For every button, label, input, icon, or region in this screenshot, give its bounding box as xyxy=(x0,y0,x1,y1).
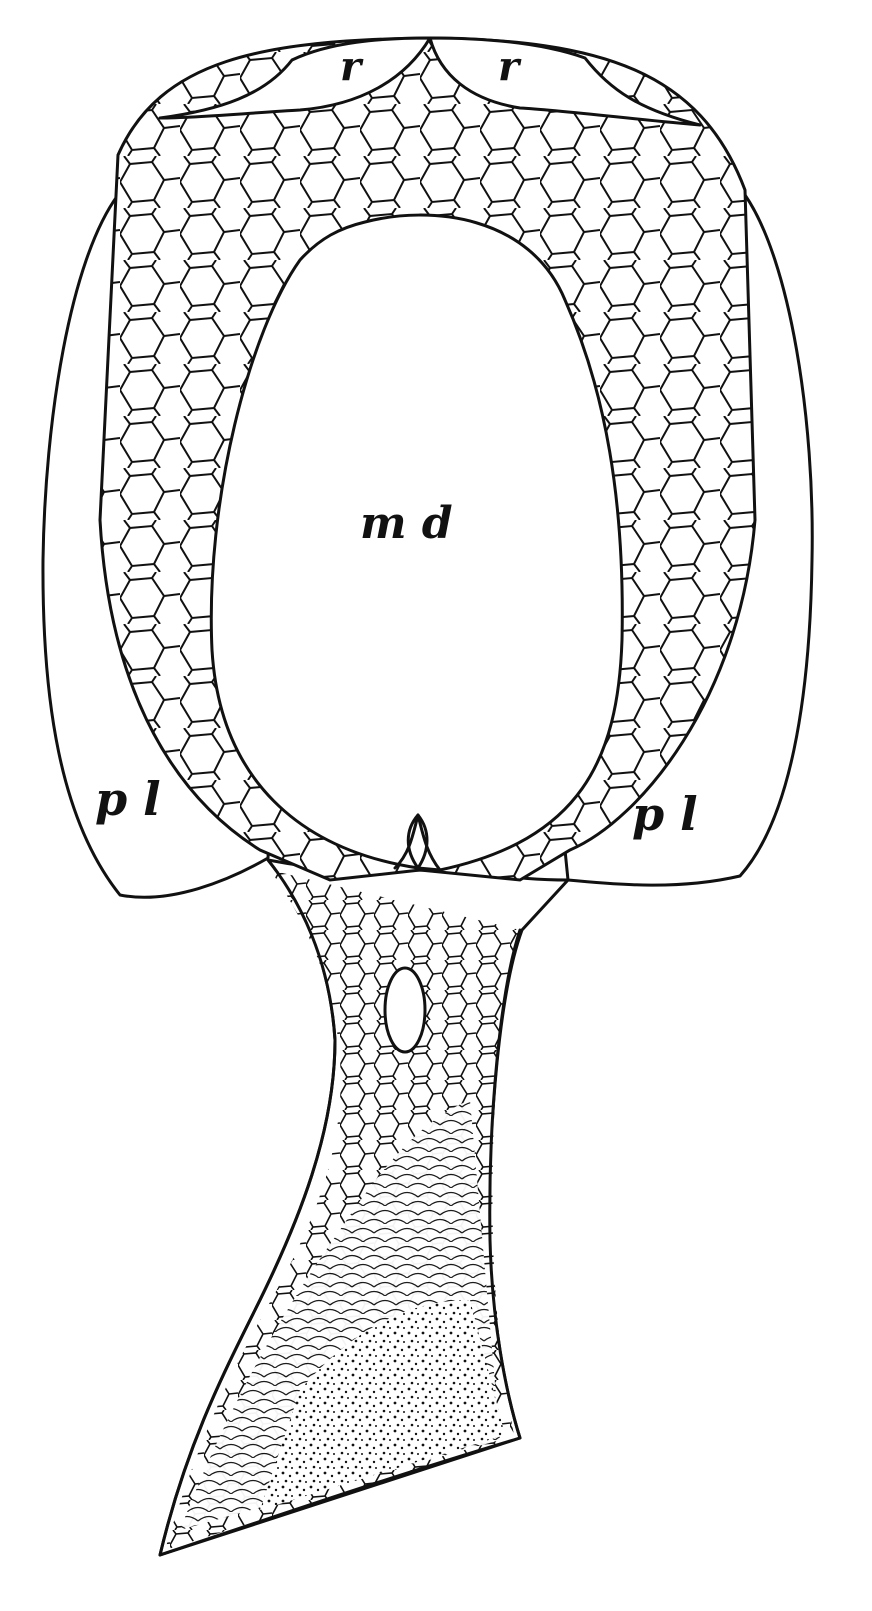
label-pectoral-right: p l xyxy=(632,787,698,841)
rostral-plate-right xyxy=(428,36,702,127)
median-dorsal-plate xyxy=(209,213,624,872)
tail-oval-plate xyxy=(383,966,427,1054)
label-median-dorsal: m d xyxy=(360,498,453,549)
median-notch xyxy=(393,813,442,872)
tail-stipple xyxy=(260,1300,505,1510)
tail-outline xyxy=(158,858,522,1557)
label-rostral-left: r xyxy=(340,43,364,90)
tail-fin-edge xyxy=(158,1436,522,1557)
label-rostral-right: r xyxy=(498,43,522,90)
label-pectoral-left: p l xyxy=(95,772,161,826)
